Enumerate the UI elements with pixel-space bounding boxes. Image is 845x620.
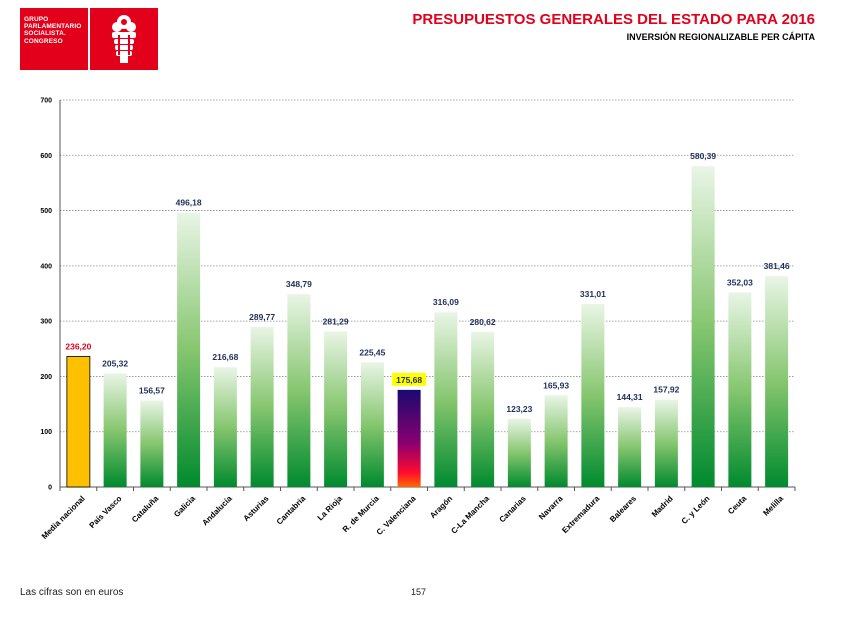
x-category-label: R. de Murcia <box>341 494 381 534</box>
y-tick-label: 600 <box>40 153 52 160</box>
x-category-label: La Rioja <box>316 494 345 523</box>
bar <box>177 212 201 487</box>
data-label: 316,09 <box>433 297 459 307</box>
data-label: 331,01 <box>580 289 606 299</box>
data-label: 289,77 <box>249 312 275 322</box>
bar <box>507 418 531 487</box>
data-label: 280,62 <box>470 317 496 327</box>
y-tick-label: 0 <box>48 485 52 492</box>
x-category-label: Ceuta <box>726 494 748 516</box>
logo-line: SOCIALISTA. <box>24 30 66 38</box>
brand-logo-text: GRUPO PARLAMENTARIO SOCIALISTA. CONGRESO <box>20 8 88 70</box>
logo-line: CONGRESO <box>24 37 63 45</box>
x-category-label: Extremadura <box>560 494 601 535</box>
data-label: 144,31 <box>617 392 643 402</box>
logo-line: PARLAMENTARIO <box>24 23 82 31</box>
bar <box>103 373 127 487</box>
x-category-label: C. y León <box>680 494 712 526</box>
data-label: 496,18 <box>176 198 202 208</box>
bar <box>654 399 678 487</box>
x-category-label: Andalucía <box>200 494 234 528</box>
data-label: 175,68 <box>396 375 422 385</box>
y-tick-label: 700 <box>40 98 52 105</box>
bar <box>434 312 458 487</box>
rose-fist-logo-icon <box>90 8 158 70</box>
page-subtitle: INVERSIÓN REGIONALIZABLE PER CÁPITA <box>626 32 815 42</box>
bar <box>691 166 715 487</box>
data-label: 123,23 <box>506 404 532 414</box>
data-label: 281,29 <box>323 316 349 326</box>
data-label: 165,93 <box>543 380 569 390</box>
bar <box>66 356 91 488</box>
x-category-label: Cantabria <box>275 494 308 527</box>
data-label: 348,79 <box>286 279 312 289</box>
y-tick-label: 300 <box>40 319 52 326</box>
x-category-label: C-La Mancha <box>449 494 491 536</box>
bar <box>360 362 384 487</box>
data-label: 216,68 <box>212 352 238 362</box>
data-label: 205,32 <box>102 358 128 368</box>
data-label: 352,03 <box>727 277 753 287</box>
bar <box>618 407 642 487</box>
x-category-label: Asturias <box>242 494 271 523</box>
x-category-label: Canarias <box>498 494 529 525</box>
x-category-label: Melilla <box>761 494 785 518</box>
data-label: 157,92 <box>653 385 679 395</box>
bar <box>250 326 274 487</box>
data-label: 381,46 <box>764 261 790 271</box>
y-tick-label: 500 <box>40 208 52 215</box>
x-category-label: Aragón <box>428 494 454 520</box>
x-category-label: País Vasco <box>88 494 124 530</box>
data-label: 156,57 <box>139 385 165 395</box>
data-label: 580,39 <box>690 151 716 161</box>
x-category-label: Baleares <box>608 494 638 524</box>
logo-line: GRUPO <box>24 16 49 23</box>
y-tick-label: 200 <box>40 374 52 381</box>
y-tick-label: 400 <box>40 263 52 270</box>
bar <box>728 292 752 487</box>
bar <box>765 276 789 487</box>
x-category-label: Madrid <box>650 494 675 519</box>
bar <box>544 395 568 487</box>
bar <box>140 400 164 487</box>
bar <box>287 294 311 487</box>
page-title: PRESUPUESTOS GENERALES DEL ESTADO PARA 2… <box>412 11 815 28</box>
bar <box>397 389 421 487</box>
page-number: 157 <box>411 587 427 597</box>
bar <box>471 331 495 487</box>
units-footnote: Las cifras son en euros <box>20 587 124 598</box>
bar <box>213 367 237 487</box>
x-category-label: Media nacional <box>40 494 87 541</box>
x-category-label: Cataluña <box>130 494 161 525</box>
y-tick-label: 100 <box>40 429 52 436</box>
x-category-label: C. Valenciana <box>375 494 418 537</box>
bar <box>324 331 348 487</box>
x-category-label: Navarra <box>537 494 565 522</box>
data-label-highlight <box>392 372 427 386</box>
x-category-label: Galicia <box>172 494 197 519</box>
bar <box>581 303 605 487</box>
data-label: 236,20 <box>65 341 91 351</box>
data-label: 225,45 <box>359 347 385 357</box>
